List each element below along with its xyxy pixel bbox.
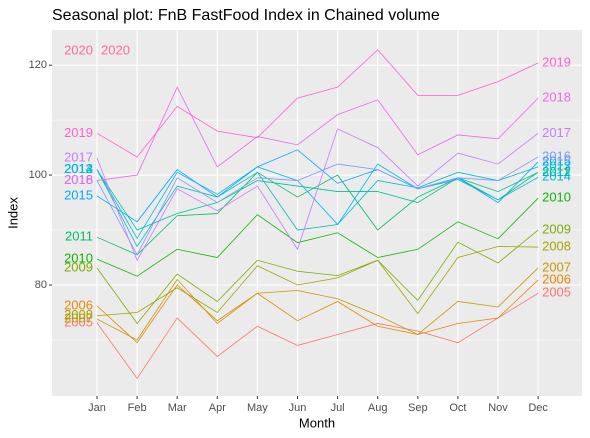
x-tick-label: Aug	[368, 402, 388, 414]
series-line	[96, 292, 539, 380]
series-line	[96, 279, 539, 344]
year-label: 2011	[542, 164, 570, 179]
year-label: 2017	[64, 149, 93, 164]
chart-title: Seasonal plot: FnB FastFood Index in Cha…	[52, 7, 440, 24]
year-label: 2013	[64, 161, 93, 176]
x-axis-title: Month	[299, 415, 335, 430]
year-label: 2015	[542, 153, 571, 168]
x-tick-label: Nov	[488, 402, 508, 414]
year-label: 2018	[542, 90, 571, 105]
x-tick-label: May	[247, 402, 268, 414]
panel	[52, 30, 582, 396]
year-label: 2013	[542, 158, 571, 173]
year-label: 2009	[64, 259, 93, 274]
series-line	[96, 49, 539, 158]
series-line	[96, 197, 539, 277]
x-tick-label: Apr	[209, 402, 226, 414]
y-tick-label: 120	[29, 59, 47, 71]
year-label: 2015	[64, 187, 93, 202]
x-tick-label: Mar	[168, 402, 187, 414]
year-label: 2006	[64, 297, 93, 312]
series-line	[96, 246, 539, 317]
year-label: 2007	[542, 259, 571, 274]
year-label: 2016	[542, 148, 571, 163]
year-label: 2019	[64, 125, 93, 140]
y-tick-label: 100	[29, 169, 47, 181]
year-label: 2014	[542, 169, 571, 184]
year-label: 2005	[64, 314, 93, 329]
y-axis-title: Index	[5, 197, 20, 229]
year-label: 2017	[542, 125, 571, 140]
series-line	[96, 166, 539, 248]
x-tick-label: Jun	[289, 402, 307, 414]
x-tick-label: Jan	[88, 402, 106, 414]
year-label: 2007	[64, 311, 93, 326]
series-line	[96, 156, 539, 256]
series-line	[96, 86, 539, 181]
x-tick-label: Oct	[449, 402, 466, 414]
year-label: 2014	[64, 161, 93, 176]
year-label: 2010	[64, 251, 93, 266]
series-line	[96, 229, 539, 325]
x-tick-label: Sep	[408, 402, 428, 414]
year-label: 2020	[64, 42, 93, 57]
year-label: 2005	[542, 285, 571, 300]
series-line	[96, 149, 539, 223]
x-tick-label: Feb	[128, 402, 147, 414]
year-label: 2020	[101, 42, 130, 57]
series-line	[96, 163, 539, 240]
series-line	[96, 267, 539, 341]
year-label: 2006	[542, 271, 571, 286]
year-label: 2018	[64, 172, 93, 187]
x-tick-label: Dec	[528, 402, 548, 414]
year-label: 2009	[542, 221, 571, 236]
year-label: 2008	[64, 307, 93, 322]
year-label: 2016	[64, 172, 93, 187]
year-label: 2010	[542, 190, 571, 205]
year-label: 2019	[542, 54, 571, 69]
year-label: 2008	[542, 239, 571, 254]
y-tick-label: 80	[35, 279, 47, 291]
year-label: 2011	[65, 229, 93, 244]
year-label: 2012	[64, 161, 93, 176]
x-tick-label: Jul	[331, 402, 345, 414]
year-label: 2012	[542, 164, 571, 179]
series-line	[96, 128, 539, 262]
